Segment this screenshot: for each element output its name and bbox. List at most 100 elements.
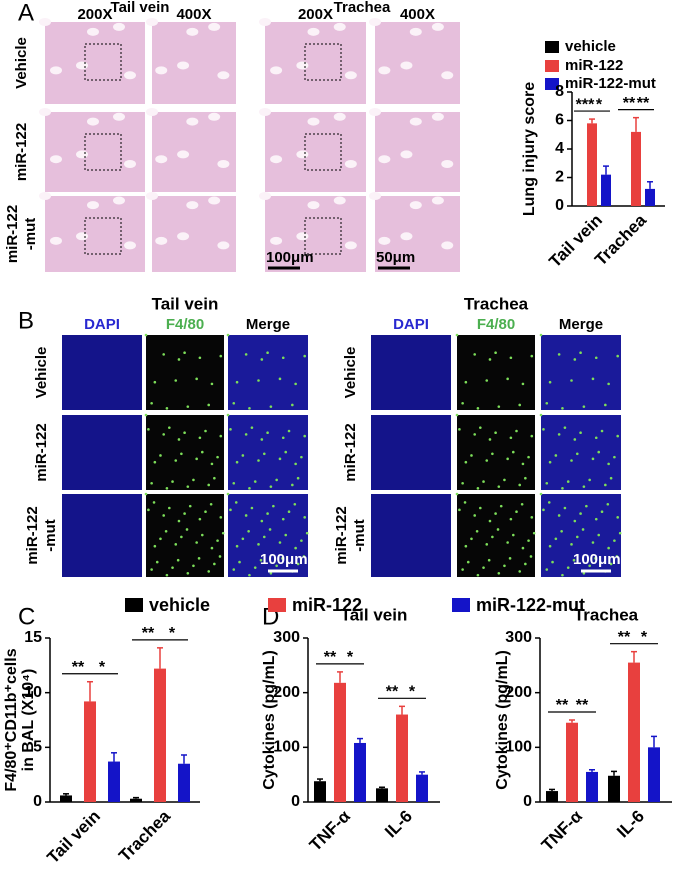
f4-80-signal bbox=[219, 516, 223, 519]
f4-80-signal bbox=[455, 492, 459, 496]
bar bbox=[601, 174, 611, 206]
tissue-space bbox=[50, 155, 62, 164]
f4-80-signal bbox=[248, 573, 251, 577]
f4-80-signal bbox=[165, 487, 169, 490]
tissue-space bbox=[217, 160, 230, 168]
f4-80-signal bbox=[473, 514, 476, 517]
x-tick-label: IL-6 bbox=[381, 807, 416, 842]
significance-label: * bbox=[99, 659, 106, 676]
f4-80-signal bbox=[262, 535, 266, 539]
bar bbox=[587, 123, 597, 206]
zoom-box bbox=[84, 133, 122, 171]
bar bbox=[84, 701, 96, 802]
f4-80-signal bbox=[247, 530, 250, 533]
f4-80-signal bbox=[499, 504, 503, 508]
f4-80-signal bbox=[524, 476, 527, 480]
zoom-box bbox=[84, 43, 122, 81]
f4-80-signal bbox=[153, 380, 157, 384]
f4-80-signal bbox=[207, 570, 211, 573]
f4-80-signal bbox=[570, 459, 573, 462]
f4-80-signal bbox=[579, 431, 582, 434]
f4-80-signal bbox=[470, 454, 473, 457]
f4-80-signal bbox=[183, 351, 186, 354]
f4-80-signal bbox=[209, 502, 213, 506]
significance-label: * bbox=[409, 684, 416, 701]
f4-80-signal bbox=[153, 460, 157, 464]
f4-80-signal bbox=[485, 543, 489, 546]
fluorescence-image bbox=[457, 415, 535, 490]
f4-80-signal bbox=[278, 541, 282, 544]
tissue-space bbox=[39, 192, 51, 200]
fluorescence-image bbox=[62, 494, 142, 577]
f4-80-signal bbox=[159, 454, 162, 457]
row-label: -mut bbox=[351, 519, 368, 552]
tissue-space bbox=[186, 27, 199, 36]
f4-80-signal bbox=[582, 571, 586, 575]
f4-80-signal bbox=[232, 568, 236, 571]
f4-80-signal bbox=[294, 462, 297, 466]
f4-80-signal bbox=[508, 557, 512, 560]
tissue-space bbox=[270, 155, 283, 164]
bar bbox=[60, 795, 72, 802]
f4-80-signal bbox=[210, 382, 214, 386]
legend-label: miR-122-mut bbox=[476, 595, 585, 615]
f4-80-signal bbox=[518, 570, 522, 573]
significance-label: ** bbox=[623, 95, 636, 112]
f4-80-signal bbox=[529, 555, 533, 558]
bar bbox=[416, 774, 428, 802]
f4-80-signal bbox=[609, 476, 613, 480]
f4-80-signal bbox=[155, 560, 159, 564]
f4-80-signal bbox=[497, 405, 501, 408]
f4-80-signal bbox=[150, 568, 153, 571]
fluorescence-image bbox=[371, 415, 451, 490]
f4-80-signal bbox=[221, 531, 225, 535]
y-axis-label: Cytokines (pg/mL) bbox=[261, 650, 278, 790]
f4-80-signal bbox=[509, 436, 513, 440]
tissue-space bbox=[378, 155, 391, 164]
f4-80-signal bbox=[485, 379, 489, 382]
f4-80-signal bbox=[606, 502, 610, 506]
f4-80-signal bbox=[604, 403, 607, 407]
f4-80-signal bbox=[597, 450, 601, 454]
f4-80-signal bbox=[177, 358, 181, 361]
bar bbox=[354, 742, 366, 802]
f4-80-signal bbox=[269, 485, 273, 488]
f4-80-signal bbox=[226, 333, 230, 337]
f4-80-signal bbox=[272, 504, 275, 508]
tissue-space bbox=[87, 27, 99, 36]
y-tick-label: 5 bbox=[33, 739, 42, 756]
tissue-space bbox=[146, 108, 158, 116]
tissue-space bbox=[146, 18, 158, 26]
chart-title: Trachea bbox=[574, 605, 639, 624]
f4-80-signal bbox=[455, 413, 459, 417]
significance-label: ** bbox=[72, 659, 85, 676]
fluorescence-image bbox=[146, 494, 224, 577]
significance-label: ** bbox=[556, 697, 569, 714]
f4-80-signal bbox=[470, 537, 473, 541]
tissue-space bbox=[76, 150, 88, 159]
f4-80-signal bbox=[464, 380, 468, 384]
f4-80-signal bbox=[563, 426, 567, 429]
f4-80-signal bbox=[503, 478, 506, 482]
tissue-space bbox=[39, 18, 51, 26]
f4-80-signal bbox=[177, 438, 181, 441]
tissue-space bbox=[296, 232, 309, 241]
f4-80-signal bbox=[275, 564, 278, 568]
f4-80-signal bbox=[253, 480, 257, 483]
bar bbox=[130, 798, 142, 802]
f4-80-signal bbox=[613, 455, 616, 459]
f4-80-signal bbox=[511, 450, 515, 454]
f4-80-signal bbox=[607, 546, 610, 550]
panel-label: A bbox=[18, 0, 34, 26]
f4-80-signal bbox=[195, 457, 198, 461]
row-label: Vehicle bbox=[13, 37, 30, 89]
f4-80-signal bbox=[573, 519, 577, 523]
f4-80-signal bbox=[594, 356, 598, 360]
fluorescence-image bbox=[541, 415, 621, 490]
channel-label: Merge bbox=[559, 316, 603, 333]
f4-80-signal bbox=[260, 438, 264, 441]
significance-label: ** bbox=[618, 629, 631, 646]
f4-80-signal bbox=[200, 450, 204, 454]
y-tick-label: 10 bbox=[24, 684, 42, 701]
